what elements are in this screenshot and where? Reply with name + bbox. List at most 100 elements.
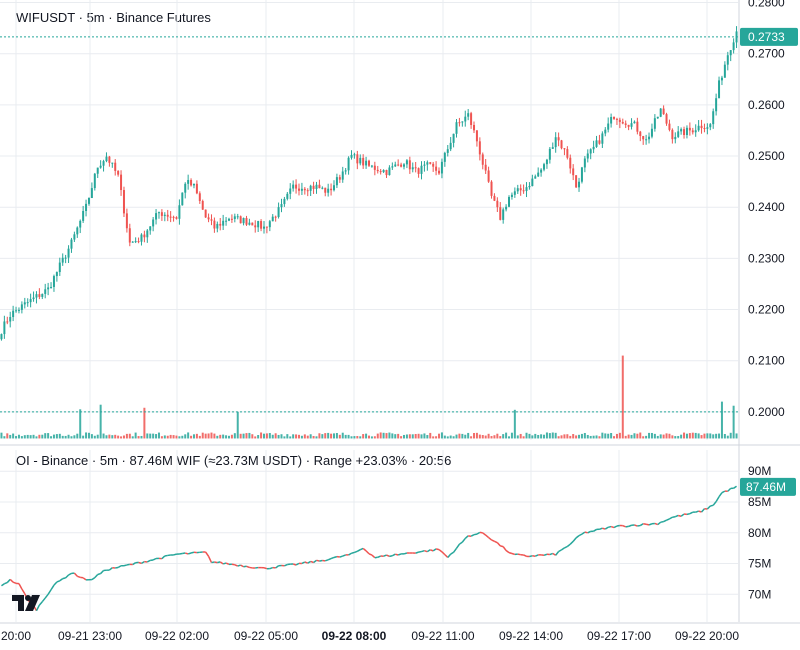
candle-body (723, 64, 726, 78)
price-axis-tick: 0.2300 (748, 251, 785, 265)
candle-body (47, 287, 50, 290)
volume-bar (598, 436, 601, 439)
candle-body (225, 220, 228, 222)
oi-line-segment (217, 561, 221, 564)
oi-legend: OI - Binance · 5m · 87.46M WIF (≈23.73M … (16, 453, 451, 468)
volume-bar (93, 435, 96, 439)
candle-body (525, 187, 528, 192)
candle-body (607, 123, 610, 130)
symbol-name[interactable]: WIFUSDT (16, 10, 75, 25)
candle-body (484, 164, 487, 171)
volume-bar (723, 434, 726, 439)
oi-line-segment (307, 560, 312, 564)
candle-body (157, 212, 160, 214)
volume-bar (397, 433, 400, 439)
candle-body (583, 158, 586, 168)
volume-bar (417, 433, 420, 439)
oi-line-segment (324, 559, 329, 562)
candle-body (598, 140, 601, 144)
oi-line-segment (132, 562, 137, 566)
candle-body (79, 220, 82, 228)
volume-bar (569, 435, 572, 439)
oi-line-segment (680, 513, 685, 517)
volume-bar (464, 434, 467, 439)
candle-body (3, 321, 6, 335)
volume-bar (82, 435, 85, 439)
volume-bar (379, 432, 382, 439)
candle-body (61, 257, 64, 263)
candle-body (178, 205, 181, 219)
volume-bar (315, 436, 318, 439)
time-axis-label: 09-22 08:00 (322, 629, 387, 643)
volume-bar (312, 436, 315, 439)
volume-bar (160, 436, 163, 439)
candle-body (668, 123, 671, 130)
candle-body (458, 122, 461, 124)
candle-body (718, 80, 721, 99)
volume-bar (452, 436, 455, 439)
candle-body (665, 114, 668, 124)
candle-body (449, 142, 452, 150)
volume-bar (630, 434, 633, 439)
volume-bar (23, 435, 26, 439)
volume-bar (478, 434, 481, 439)
oi-line-segment (569, 540, 574, 545)
volume-bar (400, 436, 403, 439)
candle-body (195, 183, 198, 194)
interval-label[interactable]: 5m (86, 10, 105, 25)
candle-body (461, 121, 464, 123)
volume-bar (653, 433, 656, 439)
volume-bar (394, 434, 397, 439)
volume-bar (50, 436, 53, 439)
oi-line-segment (578, 533, 583, 537)
oi-line-segment (669, 516, 673, 520)
volume-bar (38, 434, 41, 439)
time-axis-label: 09-22 20:00 (675, 629, 739, 643)
oi-line-segment (82, 577, 87, 581)
volume-bar (283, 436, 286, 439)
candle-body (242, 218, 245, 224)
candle-body (700, 125, 703, 129)
volume-bar (618, 432, 621, 439)
candle-body (639, 131, 642, 137)
volume-bar (426, 435, 429, 439)
volume-bar (85, 432, 88, 439)
oi-axis-tick: 80M (748, 526, 771, 540)
candle-body (0, 334, 3, 340)
candle-body (368, 160, 370, 166)
candle-body (720, 77, 723, 81)
oi-line-segment (141, 560, 145, 565)
volume-bar (347, 434, 350, 439)
candle-body (630, 123, 633, 127)
volume-bar (96, 434, 99, 439)
oi-indicator-name[interactable]: OI - Binance (16, 453, 89, 468)
volume-bar (656, 435, 659, 439)
volume-bar (9, 434, 12, 439)
volume-bar (90, 434, 93, 439)
candle-body (295, 184, 298, 189)
candle-body (528, 186, 531, 188)
candle-body (236, 216, 239, 218)
oi-line-segment (397, 553, 402, 556)
volume-bar (15, 436, 18, 439)
candle-body (332, 185, 335, 191)
candle-body (513, 191, 516, 195)
candle-body (359, 157, 362, 164)
volume-bar (230, 434, 233, 439)
oi-line-segment (572, 537, 577, 542)
oi-line-segment (263, 567, 268, 570)
volume-bar (169, 434, 172, 439)
volume-bar (557, 436, 560, 439)
volume-bar (572, 434, 575, 439)
candle-body (20, 304, 23, 310)
volume-bar (114, 434, 117, 439)
volume-bar (440, 432, 443, 439)
candle-body (169, 216, 172, 218)
candle-body (262, 226, 265, 229)
volume-bar (35, 436, 38, 439)
price-axis-tick: 0.2800 (748, 0, 785, 10)
candle-body (478, 141, 481, 155)
oi-line-segment (534, 554, 539, 557)
volume-bar (461, 433, 464, 439)
